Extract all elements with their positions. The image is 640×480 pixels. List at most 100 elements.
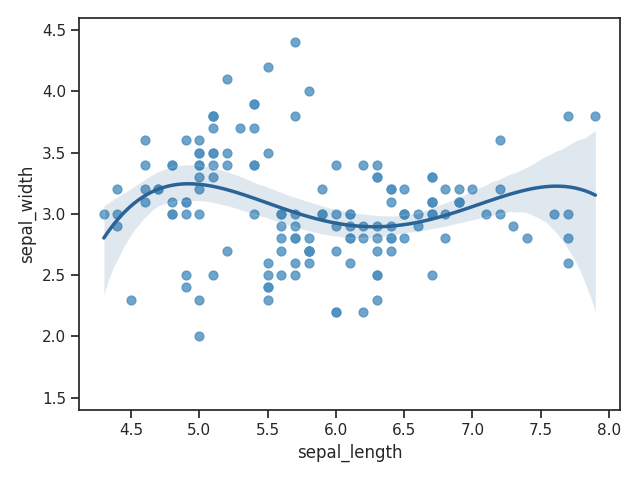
Point (249, 124, 259, 132)
Point (344, 222, 355, 230)
Point (549, 210, 559, 218)
Point (276, 271, 287, 279)
Point (495, 186, 505, 193)
Point (344, 259, 355, 267)
Point (276, 247, 287, 254)
Point (303, 259, 314, 267)
Point (208, 149, 218, 156)
Point (221, 161, 232, 169)
Point (399, 235, 410, 242)
Point (385, 186, 396, 193)
Point (180, 210, 191, 218)
Point (276, 210, 287, 218)
Point (344, 210, 355, 218)
Point (303, 88, 314, 96)
Point (372, 271, 382, 279)
Point (249, 100, 259, 108)
Point (236, 124, 246, 132)
Point (372, 247, 382, 254)
Point (344, 235, 355, 242)
Point (140, 137, 150, 144)
Point (372, 161, 382, 169)
Point (563, 259, 573, 267)
Point (358, 308, 369, 316)
X-axis label: sepal_length: sepal_length (297, 444, 403, 462)
Point (262, 284, 273, 291)
Point (195, 149, 205, 156)
Point (372, 235, 382, 242)
Point (454, 186, 464, 193)
Point (262, 259, 273, 267)
Point (249, 210, 259, 218)
Point (358, 161, 369, 169)
Point (290, 235, 300, 242)
Point (167, 198, 177, 205)
Point (208, 112, 218, 120)
Point (413, 210, 423, 218)
Point (113, 222, 123, 230)
Point (372, 296, 382, 303)
Point (113, 186, 123, 193)
Point (180, 198, 191, 205)
Point (454, 198, 464, 205)
Point (195, 296, 205, 303)
Point (208, 112, 218, 120)
Point (440, 186, 451, 193)
Point (276, 222, 287, 230)
Point (290, 271, 300, 279)
Point (372, 222, 382, 230)
Point (290, 235, 300, 242)
Point (385, 222, 396, 230)
Point (317, 186, 328, 193)
Point (331, 161, 341, 169)
Point (195, 333, 205, 340)
Point (126, 296, 136, 303)
Point (249, 100, 259, 108)
Point (426, 198, 436, 205)
Point (385, 186, 396, 193)
Point (154, 186, 164, 193)
Point (180, 198, 191, 205)
Point (399, 186, 410, 193)
Point (208, 271, 218, 279)
Point (290, 39, 300, 47)
Point (195, 149, 205, 156)
Point (385, 235, 396, 242)
Point (180, 271, 191, 279)
Point (262, 296, 273, 303)
Point (331, 247, 341, 254)
Point (358, 222, 369, 230)
Point (358, 235, 369, 242)
Point (399, 210, 410, 218)
Point (208, 173, 218, 181)
Point (290, 112, 300, 120)
Point (221, 149, 232, 156)
Point (303, 247, 314, 254)
Point (140, 198, 150, 205)
Point (113, 210, 123, 218)
Point (262, 271, 273, 279)
Point (140, 161, 150, 169)
Point (563, 210, 573, 218)
Point (563, 235, 573, 242)
Point (195, 161, 205, 169)
Point (317, 210, 328, 218)
Point (508, 222, 518, 230)
Point (303, 235, 314, 242)
Point (303, 247, 314, 254)
Point (344, 210, 355, 218)
Point (426, 173, 436, 181)
Point (331, 222, 341, 230)
Point (208, 149, 218, 156)
Point (262, 149, 273, 156)
Point (372, 173, 382, 181)
Point (426, 210, 436, 218)
Point (180, 137, 191, 144)
Point (195, 137, 205, 144)
Point (331, 308, 341, 316)
Point (276, 235, 287, 242)
Point (167, 210, 177, 218)
Point (221, 75, 232, 83)
Point (426, 198, 436, 205)
Point (195, 161, 205, 169)
